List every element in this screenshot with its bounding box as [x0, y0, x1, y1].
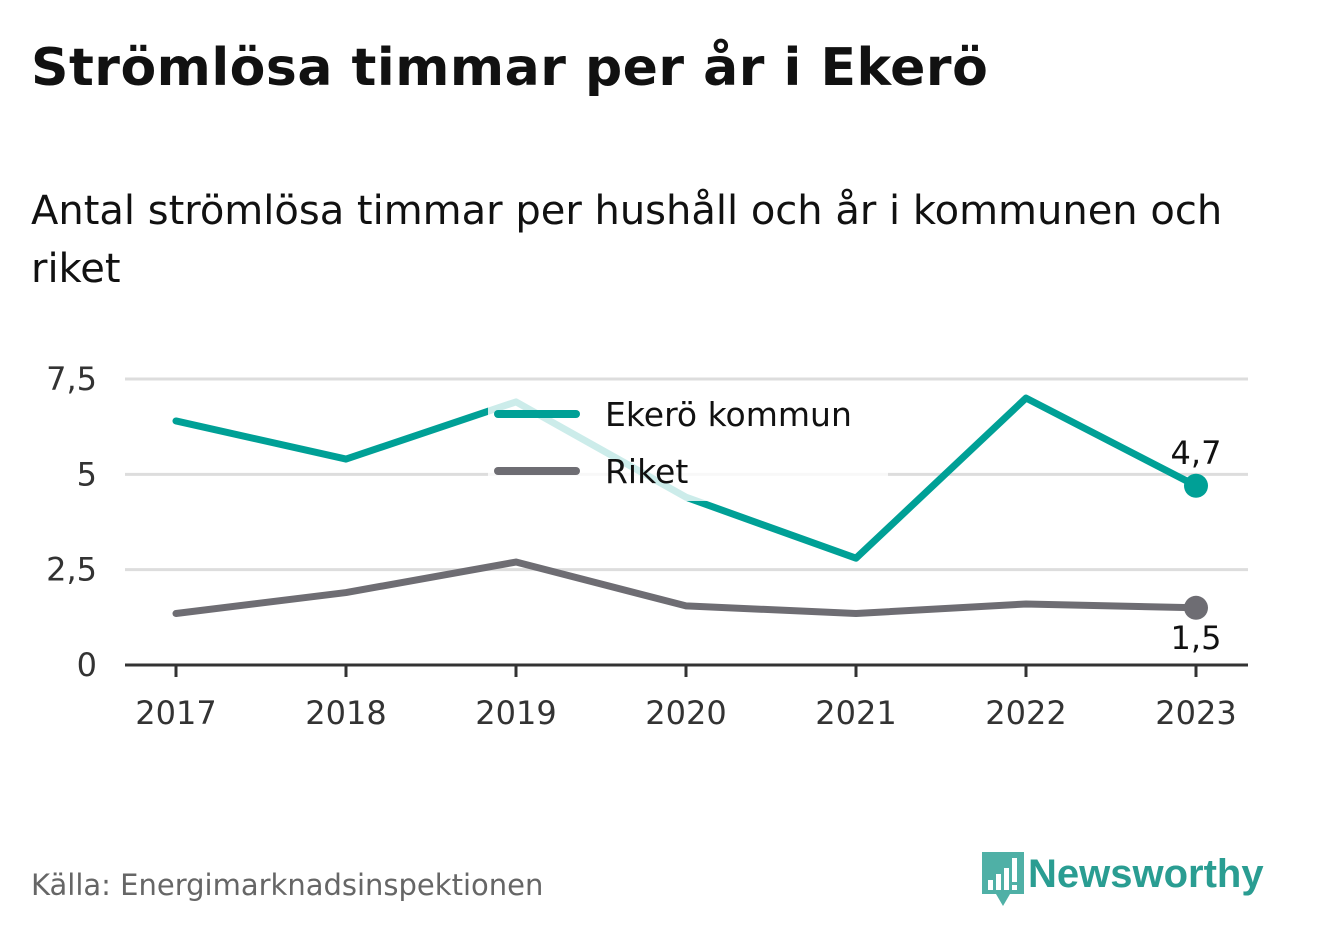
end-point	[1184, 595, 1208, 620]
newsworthy-logo: Newsworthy	[980, 850, 1300, 912]
series-riket	[172, 558, 1208, 620]
legend-label: Ekerö kommun	[605, 395, 852, 434]
x-tick-label: 2017	[135, 694, 216, 732]
legend-background	[488, 387, 888, 501]
series-line	[172, 558, 1200, 618]
source-note: Källa: Energimarknadsinspektionen	[31, 868, 544, 902]
end-labels: 4,7 1,5	[1171, 434, 1222, 657]
legend: Ekerö kommun Riket	[488, 387, 888, 501]
x-tick-label: 2018	[305, 694, 386, 732]
x-tick-label: 2022	[985, 694, 1066, 732]
y-tick-label: 2,5	[46, 551, 97, 589]
x-tick-label: 2021	[815, 694, 896, 732]
brand-name: Newsworthy	[1028, 852, 1264, 896]
newsworthy-bar-chart-icon	[982, 852, 1024, 906]
y-tick-label: 0	[77, 646, 97, 684]
y-axis: 0 2,5 5 7,5	[46, 360, 97, 684]
y-tick-label: 5	[77, 455, 97, 493]
x-tick-label: 2023	[1155, 694, 1236, 732]
x-tick-label: 2019	[475, 694, 556, 732]
x-axis: 2017 2018 2019 2020 2021 2022 2023	[125, 663, 1248, 732]
legend-label: Riket	[605, 452, 688, 491]
y-tick-label: 7,5	[46, 360, 97, 398]
x-tick-label: 2020	[645, 694, 726, 732]
end-point	[1184, 473, 1208, 498]
chart-title: Strömlösa timmar per år i Ekerö	[31, 38, 989, 98]
end-value-label: 4,7	[1171, 434, 1222, 472]
end-value-label: 1,5	[1171, 619, 1222, 657]
chart-subtitle: Antal strömlösa timmar per hushåll och å…	[31, 188, 1223, 292]
